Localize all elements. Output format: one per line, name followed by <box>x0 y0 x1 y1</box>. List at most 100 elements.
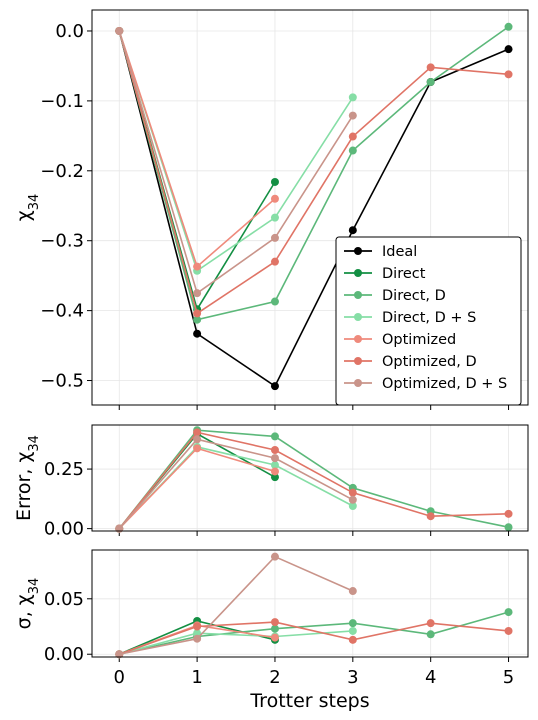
y-tick-label: −0.1 <box>40 91 84 112</box>
data-point-direct-d <box>504 22 513 31</box>
data-point-ideal <box>193 329 202 338</box>
x-tick-label: 5 <box>503 667 514 688</box>
data-point-direct-d-s <box>270 213 279 222</box>
series-line-ideal <box>118 30 509 388</box>
series-line-optimized-d-s <box>119 555 354 656</box>
legend-label: Optimized <box>382 332 456 348</box>
data-point-optimized-d <box>193 309 202 318</box>
data-point-optimized-d-s <box>193 435 202 444</box>
y-tick-label: 0.00 <box>44 519 84 540</box>
x-axis-label: Trotter steps <box>249 690 369 712</box>
series-line-optimized-d-s <box>118 30 354 295</box>
x-tick-label: 3 <box>347 667 358 688</box>
y-tick-label: −0.4 <box>40 301 84 322</box>
legend-box <box>335 236 522 406</box>
data-point-optimized-d <box>504 626 513 635</box>
legend-label: Optimized, D <box>382 354 477 370</box>
y-axis-label: σ, χ34 <box>13 578 42 630</box>
data-point-optimized-d <box>348 132 357 141</box>
series-line-optimized-d <box>118 431 509 530</box>
data-point-ideal <box>504 45 513 54</box>
data-point-optimized-d <box>348 635 357 644</box>
series-line-direct-d-s <box>119 630 353 656</box>
data-point-optimized <box>270 467 279 476</box>
series-line-optimized-d <box>118 30 509 315</box>
data-point-direct-d <box>426 630 435 639</box>
data-point-direct-d <box>270 432 279 441</box>
data-point-optimized-d-s <box>270 552 279 561</box>
data-point-optimized-d-s <box>193 634 202 643</box>
sigma-panel: 0.00 0.05 0 1 2 3 4 5 σ, χ34 Trotter steps <box>13 549 529 712</box>
data-point-direct-d <box>504 608 513 617</box>
axes-frame <box>91 549 529 658</box>
axes-frame <box>91 9 529 406</box>
data-point-direct-d-s <box>348 626 357 635</box>
legend-swatch-marker <box>354 357 362 365</box>
data-point-direct-d-s <box>348 93 357 102</box>
legend-label: Optimized, D + S <box>382 376 507 392</box>
y-tick-label: −0.3 <box>40 231 84 252</box>
x-tick-label: 1 <box>191 667 202 688</box>
series-line-direct-d <box>118 429 509 530</box>
legend: Ideal Direct Direct, D Direct, D + S Optimiz… <box>335 236 522 406</box>
data-point-optimized-d <box>193 622 202 631</box>
data-point-optimized-d-s <box>270 454 279 463</box>
data-point-direct-d <box>348 146 357 155</box>
legend-label: Direct, D <box>382 288 446 304</box>
data-point-optimized-d-s <box>270 233 279 242</box>
series-line-direct-d <box>119 611 509 656</box>
legend-swatch-marker <box>354 379 362 387</box>
y-tick-label: 0.0 <box>55 21 84 42</box>
data-point-direct <box>270 177 279 186</box>
legend-swatch-marker <box>354 313 362 321</box>
data-point-optimized <box>193 444 202 453</box>
data-point-optimized-d <box>270 257 279 266</box>
data-point-optimized <box>193 262 202 271</box>
data-point-direct-d <box>348 619 357 628</box>
data-point-ideal <box>348 226 357 235</box>
data-point-direct-d-s <box>348 501 357 510</box>
data-point-optimized-d-s <box>115 26 124 35</box>
chi-panel: 0.0 −0.1 −0.2 −0.3 −0.4 −0.5 χ34 <box>13 9 529 410</box>
data-point-optimized-d-s <box>193 289 202 298</box>
data-point-direct-d <box>270 624 279 633</box>
legend-swatch-marker <box>354 335 362 343</box>
y-axis-label: Error, χ34 <box>13 435 42 521</box>
data-point-direct-d-s <box>193 629 202 638</box>
y-tick-label: 0.05 <box>44 589 84 610</box>
legend-swatch-marker <box>354 247 362 255</box>
data-point-ideal <box>270 382 279 391</box>
y-tick-label: 0.00 <box>44 644 84 665</box>
legend-swatch-marker <box>354 291 362 299</box>
legend-label: Direct, D + S <box>382 310 476 326</box>
axes-frame <box>91 424 529 532</box>
data-point-direct-d <box>426 78 435 87</box>
data-point-optimized-d <box>504 70 513 79</box>
series-line-direct-d <box>118 26 509 321</box>
data-point-optimized-d-s <box>348 587 357 596</box>
data-point-direct-d <box>270 297 279 306</box>
x-tick-label: 4 <box>425 667 436 688</box>
data-point-optimized-d <box>270 618 279 627</box>
data-point-optimized-d-s <box>348 111 357 120</box>
legend-label: Ideal <box>382 244 417 260</box>
x-tick-label: 0 <box>114 667 125 688</box>
x-tick-label: 2 <box>269 667 280 688</box>
data-point-optimized-d <box>504 509 513 518</box>
y-tick-label: 0.25 <box>44 459 84 480</box>
series-line-optimized-d-s <box>118 438 354 530</box>
y-tick-label: −0.2 <box>40 161 84 182</box>
data-point-direct-d-s <box>270 461 279 470</box>
data-point-optimized-d <box>193 428 202 437</box>
data-point-optimized-d <box>348 488 357 497</box>
data-point-direct-d <box>193 315 202 324</box>
y-tick-label: −0.5 <box>40 371 84 392</box>
data-point-optimized-d-s <box>348 495 357 504</box>
legend-label: Direct <box>382 266 426 282</box>
data-point-direct-d <box>504 523 513 532</box>
data-point-optimized-d-s <box>115 650 124 659</box>
y-axis-label: χ34 <box>13 194 42 222</box>
data-point-optimized-d <box>270 446 279 455</box>
